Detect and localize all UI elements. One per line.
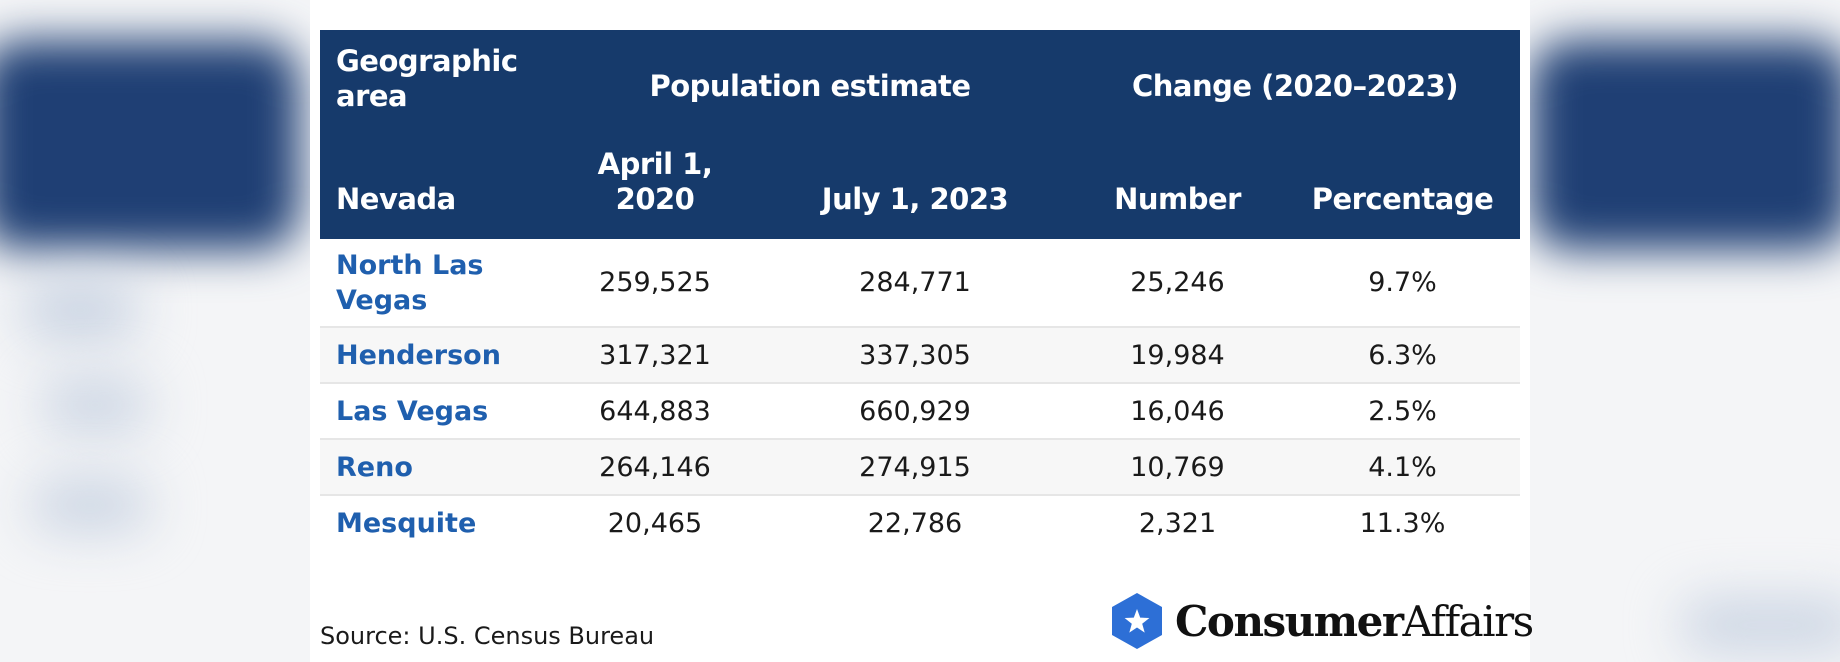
change-number-value: 16,046 [1070,383,1285,440]
blurred-background-right [1530,0,1840,662]
source-note: Source: U.S. Census Bureau [320,622,655,650]
change-header: Change (2020–2023) [1131,68,1459,103]
table-container: Geographic area Population estimate Chan… [320,30,1521,551]
table-row: North Las Vegas 259,525 284,771 25,246 9… [320,239,1521,328]
number-header: Number [1114,182,1241,216]
change-number-value: 19,984 [1070,327,1285,384]
april-2020-value: 20,465 [607,508,703,539]
city-name[interactable]: North Las Vegas [320,239,550,328]
state-header: Nevada [336,182,456,216]
city-name[interactable]: Henderson [320,327,550,384]
table-row: Las Vegas 644,883 660,929 16,046 2.5% [320,383,1521,440]
header-row-columns: Nevada April 1, 2020 July 1, 2023 Number… [320,130,1521,239]
city-name[interactable]: Las Vegas [320,383,550,440]
change-percentage-value: 9.7% [1285,239,1521,328]
april-2020-value: 264,146 [550,439,760,496]
blurred-background-left [0,0,310,662]
april-2020-value: 644,883 [550,383,760,440]
percentage-header: Percentage [1311,182,1494,216]
april-2020-value: 317,321 [550,327,760,384]
change-percentage-value: 4.1% [1285,439,1521,496]
change-percentage-value: 6.3% [1285,327,1521,384]
change-number-value: 2,321 [1138,508,1217,539]
july-2023-value: 22,786 [867,508,963,539]
consumeraffairs-logo[interactable]: ConsumerAffairs [1111,590,1534,652]
city-name[interactable]: Mesquite [336,508,477,539]
logo-wordmark-regular: Affairs [1402,596,1534,646]
april-2020-header: April 1, 2020 [597,147,713,216]
population-table: Geographic area Population estimate Chan… [320,30,1521,551]
geographic-area-header: Geographic area [336,44,518,113]
table-row: Henderson 317,321 337,305 19,984 6.3% [320,327,1521,384]
april-2020-value: 259,525 [550,239,760,328]
july-2023-value: 274,915 [760,439,1070,496]
change-number-value: 25,246 [1070,239,1285,328]
city-name[interactable]: Reno [320,439,550,496]
header-row-groups: Geographic area Population estimate Chan… [320,30,1521,130]
change-number-value: 10,769 [1070,439,1285,496]
change-percentage-value: 2.5% [1285,383,1521,440]
table-row: Mesquite 20,465 22,786 2,321 11.3% [320,495,1520,551]
july-2023-value: 284,771 [760,239,1070,328]
july-2023-value: 337,305 [760,327,1070,384]
population-table-card: Geographic area Population estimate Chan… [310,0,1534,662]
star-hexagon-icon [1111,592,1163,650]
logo-wordmark-bold: Consumer [1175,596,1404,646]
july-2023-header: July 1, 2023 [821,182,1009,216]
logo-wordmark: ConsumerAffairs [1175,596,1534,646]
july-2023-value: 660,929 [760,383,1070,440]
table-row: Reno 264,146 274,915 10,769 4.1% [320,439,1521,496]
change-percentage-value: 11.3% [1359,508,1446,539]
population-estimate-header: Population estimate [649,68,971,103]
